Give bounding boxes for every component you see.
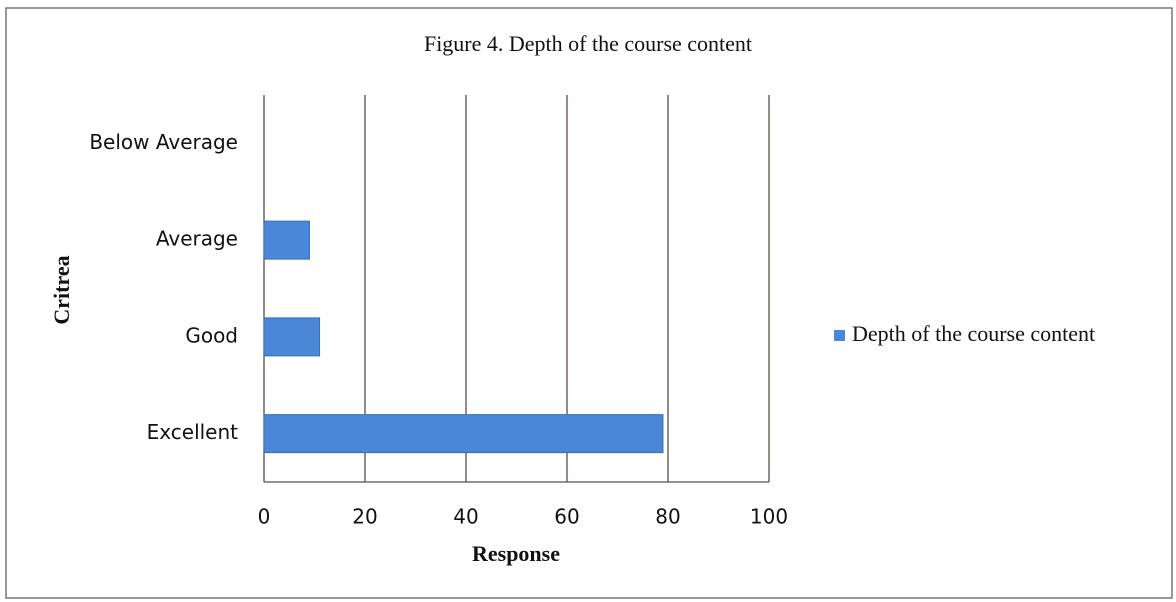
legend-swatch [834,330,845,341]
bar [263,414,664,454]
x-axis-label: Response [472,541,560,566]
y-tick-label: Average [156,227,238,251]
y-tick-label: Below Average [89,130,238,154]
x-tick-label: 20 [352,505,377,529]
bar [263,317,321,357]
x-tick-label: 60 [554,505,579,529]
x-tick-label: 40 [453,505,478,529]
y-axis-label: Critrea [49,255,74,324]
x-tick-label: 0 [258,505,271,529]
frame [5,7,1173,599]
legend-label: Depth of the course content [852,321,1095,346]
y-tick-label: Excellent [147,420,239,444]
x-tick-label: 80 [655,505,680,529]
x-tick-label: 100 [750,505,788,529]
y-tick-label: Good [185,323,238,347]
chart-title: Figure 4. Depth of the course content [424,31,752,56]
bar [263,220,310,260]
